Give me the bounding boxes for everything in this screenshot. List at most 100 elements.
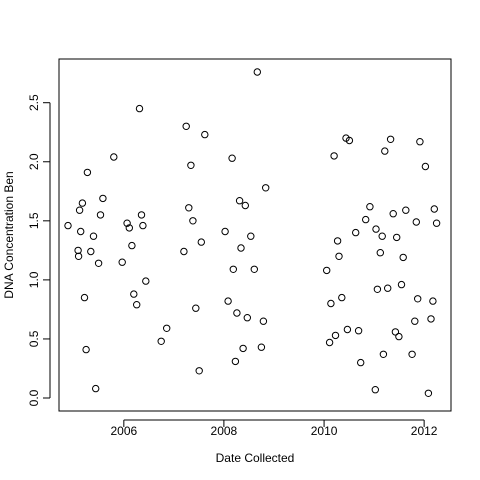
data-point [354, 327, 363, 335]
y-axis-label: DNA Concentration Ben [2, 171, 16, 298]
data-point [414, 295, 422, 303]
data-point [379, 350, 388, 358]
data-point [224, 297, 232, 305]
data-point [82, 345, 90, 354]
data-point [373, 285, 382, 293]
y-tick-label: 2.5 [27, 94, 41, 111]
data-point [257, 343, 266, 351]
data-point [253, 68, 261, 76]
data-point [421, 162, 430, 171]
x-axis-label: Date Collected [216, 451, 295, 465]
x-tick-label: 2008 [211, 424, 238, 438]
data-point [197, 238, 206, 246]
data-point [357, 358, 365, 367]
data-point [259, 317, 268, 325]
data-points [64, 68, 441, 397]
data-point [128, 241, 136, 250]
data-point [77, 227, 85, 236]
data-point [99, 194, 107, 203]
data-point [110, 153, 118, 161]
data-point [123, 219, 131, 227]
data-point [429, 297, 437, 305]
data-point [83, 168, 92, 177]
data-point [323, 266, 331, 275]
data-point [430, 205, 438, 213]
data-point [94, 259, 103, 267]
data-point [412, 218, 420, 226]
data-point [235, 197, 244, 205]
data-point [378, 232, 386, 240]
data-point [325, 338, 334, 347]
data-point [237, 244, 245, 252]
data-point [118, 258, 126, 266]
data-point [89, 232, 98, 240]
data-point [78, 199, 87, 207]
data-point [362, 215, 370, 224]
data-point [384, 284, 392, 292]
data-point [395, 332, 403, 341]
data-point [125, 224, 134, 232]
x-axis: 2006 2008 2010 2012 [110, 419, 438, 438]
data-point [366, 203, 374, 211]
data-point [243, 314, 252, 322]
data-point [386, 135, 395, 144]
data-point [432, 219, 441, 227]
data-point [239, 344, 247, 353]
data-point [250, 265, 259, 273]
data-point [231, 357, 240, 366]
data-point [376, 249, 384, 257]
x-tick-label: 2010 [311, 424, 338, 438]
data-point [381, 147, 389, 155]
data-point [80, 293, 89, 302]
data-point [335, 252, 343, 260]
data-point [195, 367, 203, 375]
y-tick-label: 0.0 [27, 389, 41, 406]
data-point [185, 204, 193, 212]
data-point [135, 104, 144, 113]
data-point [133, 301, 141, 309]
data-point [137, 211, 146, 219]
data-point [331, 331, 340, 340]
data-point [189, 217, 197, 225]
data-point [262, 184, 270, 192]
data-point [182, 122, 190, 131]
data-point [397, 280, 406, 289]
data-point [233, 309, 241, 317]
data-point [130, 290, 138, 298]
x-tick-label: 2012 [411, 424, 438, 438]
data-point [389, 210, 397, 218]
data-point [399, 253, 407, 262]
data-point [352, 228, 360, 237]
data-point [330, 152, 338, 160]
data-point [96, 211, 105, 219]
data-point [229, 265, 238, 273]
data-point [163, 324, 171, 332]
data-point [192, 304, 200, 312]
data-point [75, 206, 84, 214]
data-point [333, 237, 342, 245]
data-point [416, 138, 424, 146]
data-point [87, 247, 95, 256]
y-tick-label: 1.5 [27, 212, 41, 229]
data-point [201, 130, 209, 139]
data-point [64, 221, 72, 230]
data-point [327, 299, 335, 308]
data-point [142, 277, 150, 285]
data-point [241, 201, 250, 210]
data-point [247, 232, 255, 240]
y-tick-label: 1.0 [27, 271, 41, 288]
data-point [372, 225, 380, 233]
data-point [402, 206, 410, 214]
data-point [343, 325, 352, 334]
plot-area-frame [58, 58, 452, 412]
data-point [393, 233, 401, 242]
data-point [424, 389, 433, 397]
data-point [187, 161, 195, 170]
data-point [157, 337, 165, 345]
data-point [338, 293, 346, 302]
data-point [411, 317, 419, 325]
y-axis: 0.0 0.5 1.0 1.5 2.0 2.5 [27, 94, 51, 406]
data-point [221, 227, 229, 236]
data-point [74, 252, 83, 260]
data-point [427, 315, 435, 323]
